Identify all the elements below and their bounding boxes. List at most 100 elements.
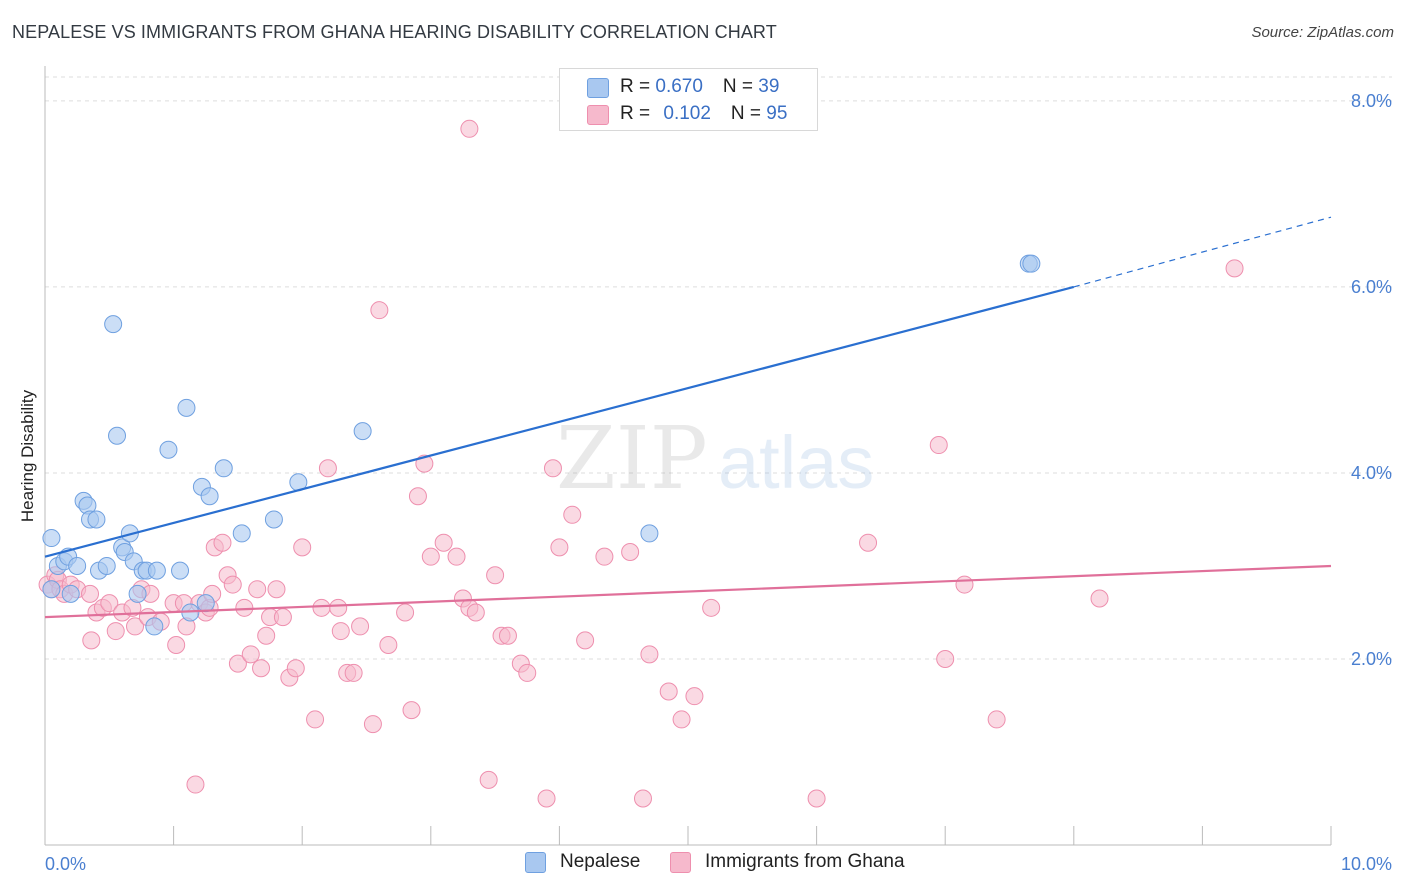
ghana-point <box>595 547 614 566</box>
bottom-legend-ghana: Immigrants from Ghana <box>670 851 905 873</box>
legend-row-nepalese: R = 0.670 N = 39 <box>587 75 780 99</box>
ghana-point <box>344 663 363 682</box>
ghana-point <box>486 566 505 585</box>
ghana-point <box>351 617 370 636</box>
ghana-point <box>286 659 305 678</box>
nepalese-point <box>147 561 166 580</box>
bottom-legend-swatch-pink <box>670 851 691 873</box>
ghana-point <box>235 598 254 617</box>
legend-r-label: R = <box>620 103 656 124</box>
ghana-point <box>318 459 337 478</box>
nepalese-point <box>264 510 283 529</box>
ghana-point <box>331 622 350 641</box>
ghana-point <box>82 631 101 650</box>
nepalese-point <box>128 584 147 603</box>
ghana-point <box>396 603 415 622</box>
ghana-point <box>379 636 398 655</box>
ghana-point <box>167 636 186 655</box>
nepalese-point <box>87 510 106 529</box>
ghana-point <box>563 505 582 524</box>
nepalese-trend-line <box>44 285 1075 558</box>
nepalese-point <box>177 398 196 417</box>
nepalese-point <box>200 487 219 506</box>
y-tick-label: 4.0% <box>1351 463 1392 483</box>
ghana-point <box>186 775 205 794</box>
nepalese-point <box>353 422 372 441</box>
ghana-point <box>1225 259 1244 278</box>
legend-n-label: N = <box>730 103 767 124</box>
nepalese-point <box>159 440 178 459</box>
ghana-point <box>126 617 145 636</box>
ghana-point <box>498 626 517 645</box>
ghana-point <box>312 598 331 617</box>
legend-n-label: N = <box>722 76 759 97</box>
ghana-point <box>306 710 325 729</box>
legend-r-value: 0.670 <box>655 76 703 97</box>
ghana-point <box>479 770 498 789</box>
nepalese-point <box>42 529 61 548</box>
bottom-legend-swatch-blue <box>525 851 546 873</box>
ghana-point <box>672 710 691 729</box>
nepalese-point <box>232 524 251 543</box>
ghana-point <box>329 598 348 617</box>
ghana-point <box>402 701 421 720</box>
ghana-point <box>223 575 242 594</box>
ghana-point <box>543 459 562 478</box>
ghana-point <box>106 622 125 641</box>
ghana-point <box>241 645 260 664</box>
ghana-point <box>248 580 267 599</box>
ghana-point <box>434 533 453 552</box>
ghana-point <box>633 789 652 808</box>
ghana-point <box>1090 589 1109 608</box>
legend-swatch-blue <box>587 78 609 98</box>
watermark-atlas: atlas <box>718 421 874 504</box>
series-ghana-points <box>38 119 1244 808</box>
ghana-point <box>81 584 100 603</box>
nepalese-point <box>68 556 87 575</box>
ghana-point <box>370 301 389 320</box>
legend-r-value: 0.102 <box>663 103 711 124</box>
ghana-point <box>421 547 440 566</box>
ghana-point <box>293 538 312 557</box>
ghana-point <box>550 538 569 557</box>
nepalese-point <box>171 561 190 580</box>
bottom-legend-label-nepalese: Nepalese <box>560 851 641 872</box>
ghana-point <box>252 659 271 678</box>
ghana-point <box>659 682 678 701</box>
y-axis-label: Hearing Disability <box>18 389 37 522</box>
ghana-point <box>929 436 948 455</box>
nepalese-point <box>42 580 61 599</box>
nepalese-point <box>196 594 215 613</box>
legend-n-value: 39 <box>758 76 780 97</box>
ghana-point <box>228 654 247 673</box>
legend: R = 0.670 N = 39 R = 0.102 N = 95 <box>559 68 818 131</box>
ghana-point <box>621 543 640 562</box>
nepalese-point <box>61 584 80 603</box>
trend-lines <box>44 216 1332 619</box>
legend-row-ghana: R = 0.102 N = 95 <box>587 102 788 126</box>
ghana-point <box>640 645 659 664</box>
ghana-point <box>447 547 466 566</box>
legend-n-value: 95 <box>766 103 788 124</box>
nepalese-point <box>145 617 164 636</box>
nepalese-trend-extension <box>1073 216 1332 288</box>
axes <box>44 66 1332 846</box>
x-tick-label: 10.0% <box>1341 854 1392 874</box>
nepalese-point <box>214 459 233 478</box>
ghana-point <box>267 580 286 599</box>
y-tick-label: 8.0% <box>1351 91 1392 111</box>
ghana-point <box>100 594 119 613</box>
ghana-point <box>466 603 485 622</box>
ghana-point <box>257 626 276 645</box>
ghana-point <box>859 533 878 552</box>
y-tick-label: 6.0% <box>1351 277 1392 297</box>
chart-title: NEPALESE VS IMMIGRANTS FROM GHANA HEARIN… <box>12 22 777 42</box>
nepalese-point <box>1022 254 1041 273</box>
nepalese-point <box>97 556 116 575</box>
ghana-trend-line <box>44 564 1332 619</box>
x-tick-label: 0.0% <box>45 854 86 874</box>
ghana-point <box>213 533 232 552</box>
ghana-point <box>685 687 704 706</box>
ghana-point <box>460 119 479 138</box>
ghana-point <box>518 663 537 682</box>
